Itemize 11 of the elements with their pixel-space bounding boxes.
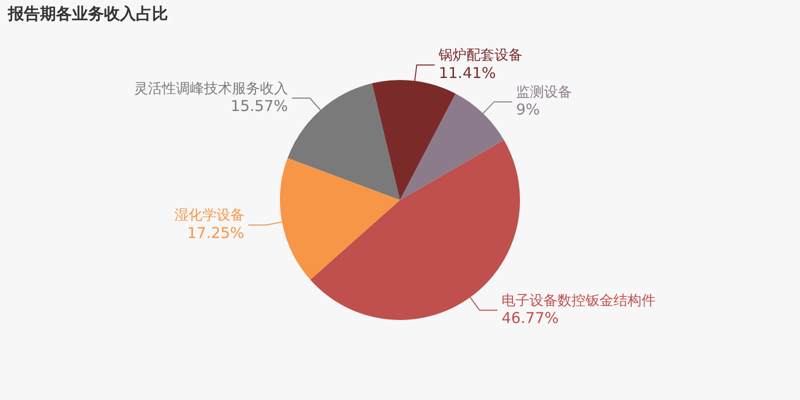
slice-label: 灵活性调峰技术服务收入 [134,80,288,97]
chart-title: 报告期各业务收入占比 [8,4,168,25]
slice-label: 湿化学设备 [174,208,244,224]
slice-label: 监测设备 [516,84,572,100]
data-label: 11.41% [438,64,496,82]
slice-label: 电子设备数控钣金结构件 [502,292,656,309]
slice-label: 锅炉配套设备 [438,48,523,64]
data-label: 15.57% [230,97,288,116]
data-label: 17.25% [187,224,244,242]
data-label: 9% [516,100,540,119]
data-label: 46.77% [502,309,559,328]
